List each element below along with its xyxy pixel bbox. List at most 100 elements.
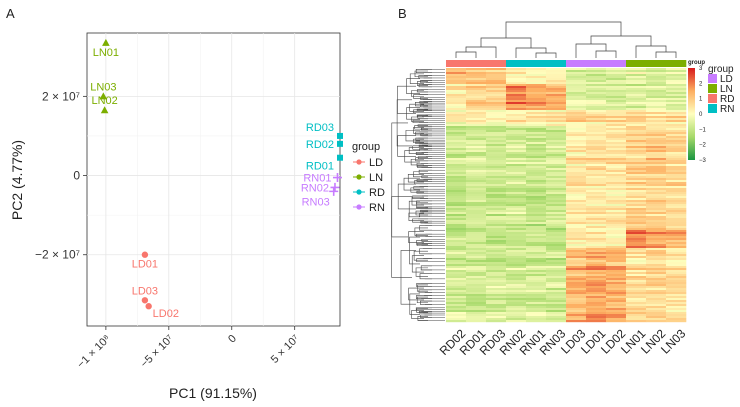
heatmap-cell <box>606 242 627 245</box>
heatmap-cell <box>486 212 507 215</box>
heatmap-cell <box>526 230 547 233</box>
heatmap-cell <box>566 162 587 165</box>
heatmap-cell <box>606 72 627 75</box>
heatmap-cell <box>466 84 487 87</box>
heatmap-cell <box>586 218 607 221</box>
heatmap-cell <box>546 210 567 213</box>
heatmap-cell <box>666 88 687 91</box>
heatmap-cell <box>486 104 507 107</box>
heatmap-cell <box>506 86 527 89</box>
heatmap-cell <box>506 92 527 95</box>
heatmap-cell <box>626 94 647 97</box>
heatmap-cell <box>506 138 527 141</box>
heatmap-cell <box>646 102 667 105</box>
dendrogram-branch <box>535 52 557 58</box>
heatmap-cell <box>486 250 507 253</box>
row-dendrogram-branch <box>415 295 432 299</box>
heatmap-cell <box>666 282 687 285</box>
heatmap-cell <box>466 246 487 249</box>
y-tick-label: 0 <box>73 169 80 183</box>
heatmap-cell <box>626 214 647 217</box>
heatmap-cell <box>526 320 547 323</box>
heatmap-cell <box>646 86 667 89</box>
heatmap-cell <box>566 116 587 119</box>
heatmap-cell <box>606 174 627 177</box>
heatmap-cell <box>586 162 607 165</box>
heatmap-cell <box>606 112 627 115</box>
heatmap-cell <box>646 168 667 171</box>
heatmap-cell <box>526 270 547 273</box>
heatmap-cell <box>486 264 507 267</box>
heatmap-cell <box>546 268 567 271</box>
heatmap-cells <box>446 68 687 323</box>
heatmap-cell <box>466 96 487 99</box>
heatmap-cell <box>586 146 607 149</box>
heatmap-cell <box>606 182 627 185</box>
heatmap-cell <box>446 240 467 243</box>
heatmap-cell <box>586 228 607 231</box>
heatmap-cell <box>526 134 547 137</box>
heatmap-cell <box>546 260 567 263</box>
heatmap-cell <box>466 168 487 171</box>
heatmap-cell <box>646 114 667 117</box>
heatmap-cell <box>546 100 567 103</box>
heatmap-cell <box>666 220 687 223</box>
heatmap-cell <box>486 122 507 125</box>
heatmap-cell <box>486 222 507 225</box>
heatmap-cell <box>526 234 547 237</box>
heatmap-cell <box>486 268 507 271</box>
heatmap-cell <box>546 162 567 165</box>
heatmap-cell <box>526 108 547 111</box>
heatmap-cell <box>446 302 467 305</box>
heatmap-cell <box>646 314 667 317</box>
heatmap-cell <box>586 164 607 167</box>
heatmap-cell <box>566 88 587 91</box>
heatmap-cell <box>466 200 487 203</box>
heatmap-cell <box>506 290 527 293</box>
point-label: LN03 <box>90 81 116 93</box>
heatmap-cell <box>446 282 467 285</box>
heatmap-cell <box>646 188 667 191</box>
heatmap-cell <box>546 308 567 311</box>
annotation-legend-title: group <box>688 60 705 66</box>
heatmap-cell <box>666 172 687 175</box>
heatmap-cell <box>526 282 547 285</box>
heatmap-cell <box>486 232 507 235</box>
heatmap-cell <box>606 190 627 193</box>
heatmap-cell <box>606 142 627 145</box>
heatmap-cell <box>586 236 607 239</box>
heatmap-cell <box>586 68 607 71</box>
heatmap-cell <box>626 110 647 113</box>
heatmap-cell <box>506 286 527 289</box>
heatmap-cell <box>466 88 487 91</box>
heatmap-cell <box>506 96 527 99</box>
heatmap-cell <box>546 222 567 225</box>
heatmap-cell <box>606 246 627 249</box>
heatmap-cell <box>586 300 607 303</box>
heatmap-cell <box>606 168 627 171</box>
heatmap-cell <box>606 90 627 93</box>
heatmap-cell <box>566 216 587 219</box>
heatmap-cell <box>586 226 607 229</box>
heatmap-cell <box>446 308 467 311</box>
heatmap-cell <box>646 78 667 81</box>
heatmap-cell <box>486 132 507 135</box>
heatmap-cell <box>526 250 547 253</box>
heatmap-cell <box>606 262 627 265</box>
heatmap-cell <box>526 86 547 89</box>
heatmap-cell <box>606 274 627 277</box>
heatmap-cell <box>506 254 527 257</box>
heatmap-cell <box>546 178 567 181</box>
heatmap-cell <box>586 130 607 133</box>
heatmap-cell <box>506 270 527 273</box>
heatmap-cell <box>666 164 687 167</box>
heatmap-cell <box>446 190 467 193</box>
heatmap-cell <box>606 102 627 105</box>
heatmap-cell <box>606 122 627 125</box>
heatmap-cell <box>546 150 567 153</box>
heatmap-cell <box>506 210 527 213</box>
heatmap-cell <box>586 96 607 99</box>
heatmap-cell <box>446 204 467 207</box>
heatmap-cell <box>646 256 667 259</box>
data-point-rn03: RN03 <box>302 186 339 208</box>
